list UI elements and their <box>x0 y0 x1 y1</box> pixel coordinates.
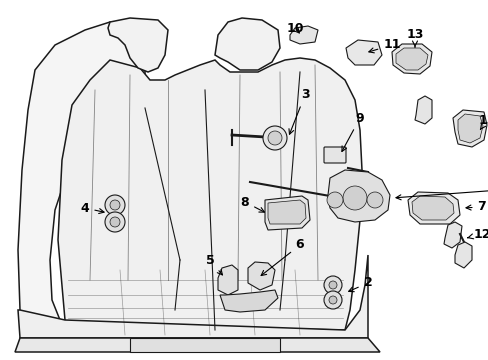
Polygon shape <box>15 338 379 352</box>
Text: 8: 8 <box>240 195 264 212</box>
Text: 13: 13 <box>477 113 488 129</box>
Polygon shape <box>267 200 305 224</box>
Polygon shape <box>443 222 461 248</box>
Text: 1: 1 <box>395 184 488 200</box>
Circle shape <box>267 131 282 145</box>
Polygon shape <box>247 262 274 290</box>
Text: 7: 7 <box>465 201 486 213</box>
Circle shape <box>105 195 125 215</box>
Polygon shape <box>454 242 471 268</box>
Polygon shape <box>58 58 361 330</box>
Text: 12: 12 <box>467 228 488 240</box>
Text: 5: 5 <box>205 253 222 275</box>
Polygon shape <box>391 44 431 74</box>
Polygon shape <box>407 192 459 224</box>
Polygon shape <box>289 26 317 44</box>
Text: 13: 13 <box>406 28 423 47</box>
Circle shape <box>326 192 342 208</box>
Text: 10: 10 <box>285 22 303 35</box>
Text: 6: 6 <box>261 238 304 275</box>
Polygon shape <box>215 18 280 70</box>
Circle shape <box>105 212 125 232</box>
Text: 9: 9 <box>341 112 364 152</box>
Polygon shape <box>18 255 367 338</box>
Polygon shape <box>411 196 453 220</box>
Text: 2: 2 <box>348 276 372 292</box>
Polygon shape <box>452 110 486 147</box>
Polygon shape <box>327 170 389 222</box>
Polygon shape <box>18 22 145 330</box>
Circle shape <box>366 192 382 208</box>
FancyBboxPatch shape <box>324 147 346 163</box>
Circle shape <box>342 186 366 210</box>
Polygon shape <box>264 196 309 230</box>
Circle shape <box>110 200 120 210</box>
Circle shape <box>324 276 341 294</box>
Text: 11: 11 <box>368 39 400 53</box>
Circle shape <box>328 281 336 289</box>
Circle shape <box>110 217 120 227</box>
Polygon shape <box>414 96 431 124</box>
Circle shape <box>324 291 341 309</box>
Text: 4: 4 <box>81 202 104 215</box>
Polygon shape <box>346 40 381 65</box>
Circle shape <box>263 126 286 150</box>
Polygon shape <box>220 290 278 312</box>
Polygon shape <box>218 265 238 295</box>
Text: 3: 3 <box>288 89 309 134</box>
Polygon shape <box>108 18 168 72</box>
Polygon shape <box>395 48 427 70</box>
Circle shape <box>328 296 336 304</box>
Polygon shape <box>130 338 280 352</box>
Polygon shape <box>457 114 482 143</box>
